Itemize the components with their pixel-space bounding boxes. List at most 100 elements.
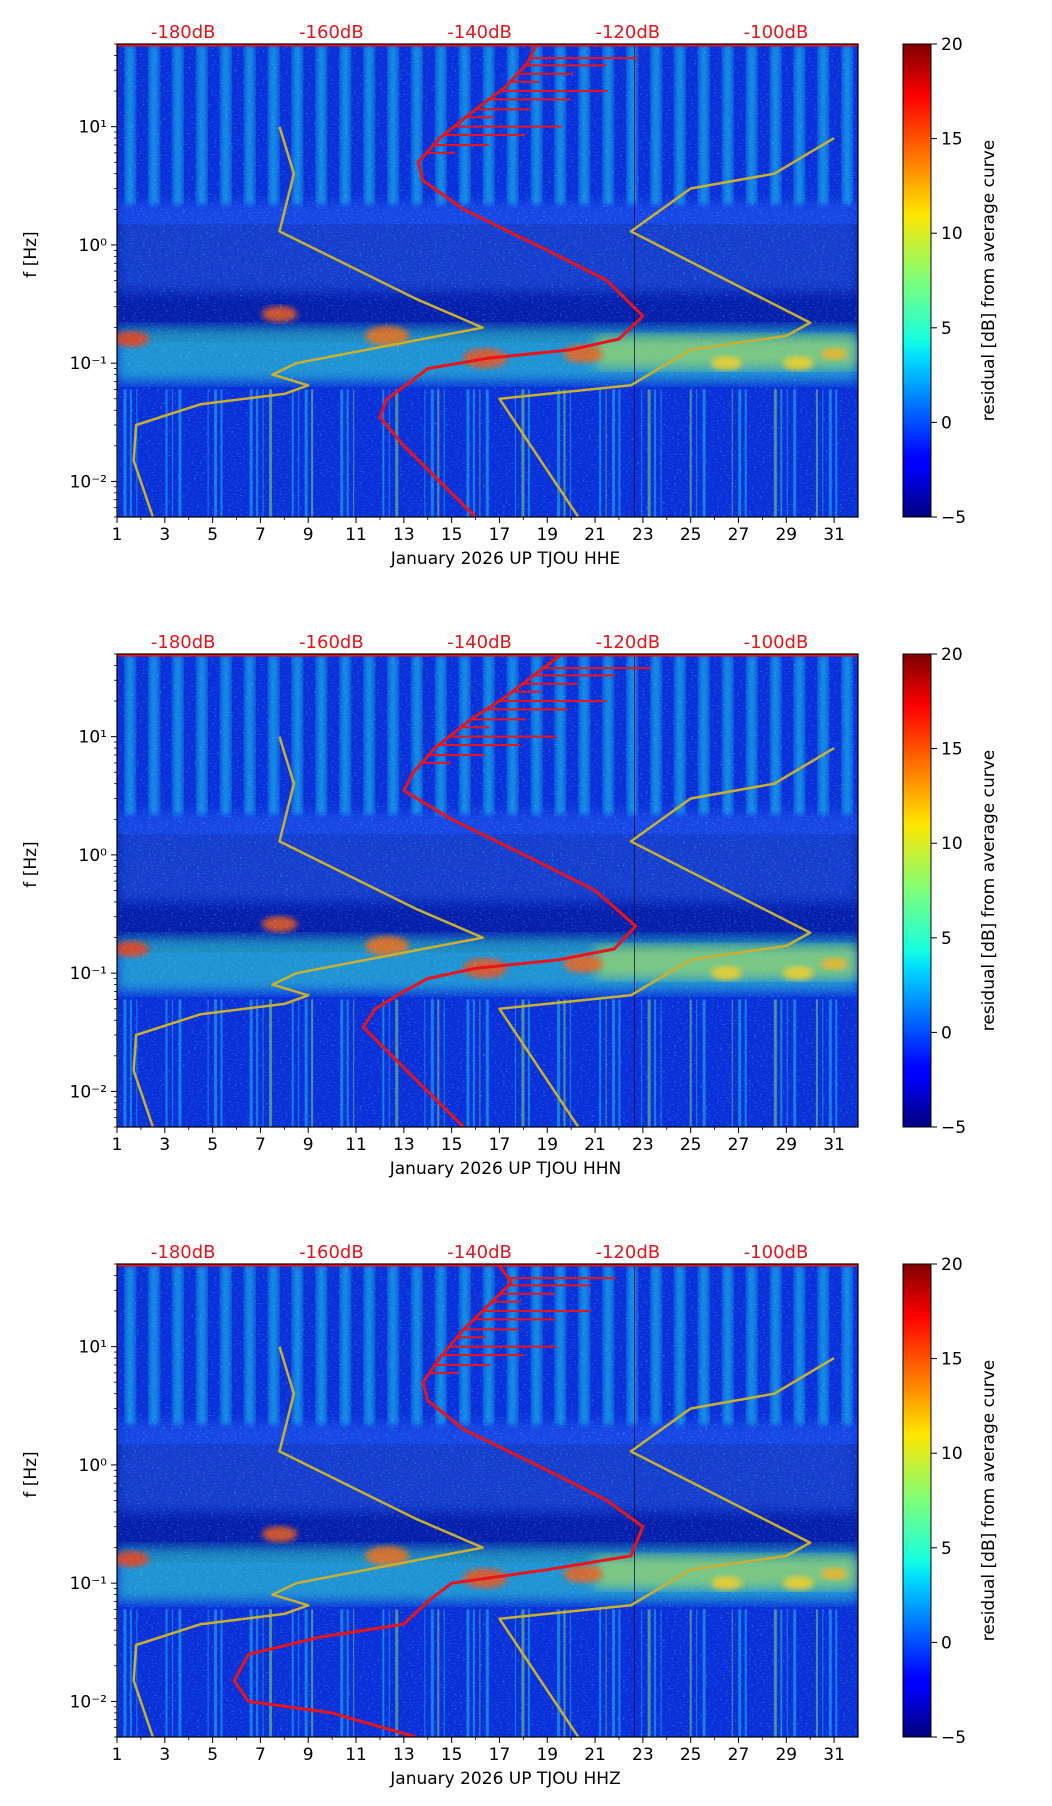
colorbar-gradient xyxy=(902,1263,932,1738)
x-tick-label: 27 xyxy=(728,1135,750,1155)
db-scale-label: -140dB xyxy=(447,632,512,653)
colorbar-tick-label: 15 xyxy=(941,740,963,760)
db-scale-label: -140dB xyxy=(447,22,512,43)
y-tick-label: 10¹ xyxy=(79,728,107,748)
x-tick-label: 13 xyxy=(393,1745,415,1765)
x-tick-label: 5 xyxy=(207,525,218,545)
noise-model-line xyxy=(498,747,835,1127)
colorbar-tick-label: 5 xyxy=(941,929,952,949)
x-tick-label: 19 xyxy=(536,1745,558,1765)
x-tick-label: 29 xyxy=(775,525,797,545)
colorbar-tick-label: 20 xyxy=(941,35,963,55)
x-tick-label: 9 xyxy=(303,525,314,545)
x-tick-label: 7 xyxy=(255,525,266,545)
y-tick-label: 10¹ xyxy=(79,1338,107,1358)
x-tick-label: 13 xyxy=(393,525,415,545)
colorbar-label: residual [dB] from average curve xyxy=(979,140,999,421)
x-tick-label: 23 xyxy=(632,1745,654,1765)
colorbar-tick-label: 0 xyxy=(941,1023,952,1043)
x-tick-label: 25 xyxy=(680,1135,702,1155)
x-tick-label: 5 xyxy=(207,1745,218,1765)
x-tick-label: 1 xyxy=(112,525,123,545)
x-tick-label: 17 xyxy=(489,1745,511,1765)
noise-model-line xyxy=(498,1357,835,1737)
noise-model-line xyxy=(132,736,484,1127)
db-scale-label: -160dB xyxy=(299,1242,364,1263)
y-tick-label: 10⁻¹ xyxy=(70,964,107,984)
db-scale-label: -160dB xyxy=(299,22,364,43)
x-tick-label: 3 xyxy=(159,1135,170,1155)
colorbar-label: residual [dB] from average curve xyxy=(979,750,999,1031)
colorbar-tick-label: 5 xyxy=(941,319,952,339)
x-tick-label: 13 xyxy=(393,1135,415,1155)
colorbar-tick-label: 20 xyxy=(941,1255,963,1275)
x-tick-label: 29 xyxy=(775,1745,797,1765)
x-tick-label: 17 xyxy=(489,1135,511,1155)
db-scale-label: -180dB xyxy=(151,22,216,43)
colorbar-tick-label: 15 xyxy=(941,1350,963,1370)
colorbar-tick-label: −5 xyxy=(941,1728,966,1748)
y-tick-label: 10⁰ xyxy=(79,236,108,256)
y-tick-label: 10⁰ xyxy=(79,846,108,866)
colorbar-tick-label: −5 xyxy=(941,508,966,528)
colorbar-tick-label: 10 xyxy=(941,224,963,244)
x-axis-label: January 2026 UP TJOU HHZ xyxy=(389,1769,620,1789)
x-tick-label: 15 xyxy=(441,525,463,545)
colorbar-label: residual [dB] from average curve xyxy=(979,1360,999,1641)
x-tick-label: 3 xyxy=(159,1745,170,1765)
db-scale-label: -180dB xyxy=(151,632,216,653)
y-tick-label: 10⁻¹ xyxy=(70,1574,107,1594)
x-tick-label: 7 xyxy=(255,1745,266,1765)
average-psd-line xyxy=(361,654,638,1127)
x-tick-label: 1 xyxy=(112,1745,123,1765)
x-tick-label: 31 xyxy=(823,1745,845,1765)
x-tick-label: 5 xyxy=(207,1135,218,1155)
y-tick-label: 10⁻² xyxy=(70,472,107,492)
x-tick-label: 17 xyxy=(489,525,511,545)
colorbar-1: −5 0 5 10 15 20 residual [dB] from average cur… xyxy=(902,35,999,528)
x-tick-label: 19 xyxy=(536,1135,558,1155)
x-tick-label: 11 xyxy=(345,1135,367,1155)
y-tick-label: 10⁻² xyxy=(70,1082,107,1102)
db-scale-label: -100dB xyxy=(744,22,809,43)
colorbar-tick-label: 0 xyxy=(941,413,952,433)
colorbar-tick-label: −5 xyxy=(941,1118,966,1138)
colorbar-gradient xyxy=(902,653,932,1128)
colorbar-tick-label: 10 xyxy=(941,834,963,854)
db-scale-label: -140dB xyxy=(447,1242,512,1263)
x-tick-label: 15 xyxy=(441,1745,463,1765)
colorbar-tick-label: 0 xyxy=(941,1633,952,1653)
db-scale-label: -120dB xyxy=(595,1242,660,1263)
y-axis-label: f [Hz] xyxy=(21,1451,41,1497)
x-tick-label: 11 xyxy=(345,1745,367,1765)
noise-model-line xyxy=(498,137,835,517)
colorbar-tick-label: 15 xyxy=(941,130,963,150)
db-scale-label: -120dB xyxy=(595,22,660,43)
y-tick-label: 10⁰ xyxy=(79,1456,108,1476)
x-tick-label: 9 xyxy=(303,1745,314,1765)
x-tick-label: 7 xyxy=(255,1135,266,1155)
x-tick-label: 31 xyxy=(823,525,845,545)
x-tick-label: 29 xyxy=(775,1135,797,1155)
x-tick-label: 11 xyxy=(345,525,367,545)
noise-model-line xyxy=(132,126,484,517)
colorbar-2: −5 0 5 10 15 20 residual [dB] from average cur… xyxy=(902,645,999,1138)
x-tick-label: 9 xyxy=(303,1135,314,1155)
db-scale-label: -100dB xyxy=(744,632,809,653)
noise-model-line xyxy=(132,1346,484,1737)
db-scale-label: -160dB xyxy=(299,632,364,653)
colorbar-gradient xyxy=(902,43,932,518)
colorbar-tick-label: 10 xyxy=(941,1444,963,1464)
average-psd-line xyxy=(232,1265,645,1737)
x-tick-label: 27 xyxy=(728,1745,750,1765)
average-psd-line xyxy=(378,45,645,517)
x-tick-label: 21 xyxy=(584,1135,606,1155)
db-scale-label: -100dB xyxy=(744,1242,809,1263)
y-tick-label: 10¹ xyxy=(79,118,107,138)
colorbar-3: −5 0 5 10 15 20 residual [dB] from average cur… xyxy=(902,1255,999,1748)
x-tick-label: 25 xyxy=(680,525,702,545)
